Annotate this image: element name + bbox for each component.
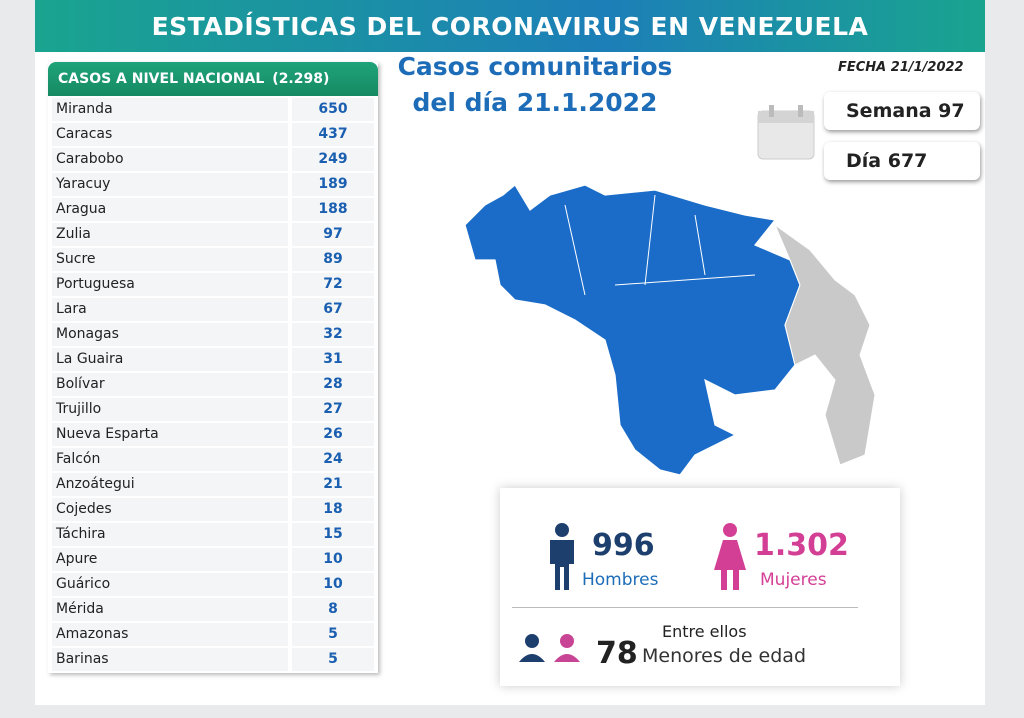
table-row: Bolívar 28 bbox=[52, 373, 374, 396]
state-name: Apure bbox=[52, 548, 288, 571]
case-count: 437 bbox=[292, 123, 374, 146]
state-name: Monagas bbox=[52, 323, 288, 346]
state-name: Nueva Esparta bbox=[52, 423, 288, 446]
women-label: Mujeres bbox=[760, 570, 827, 590]
case-count: 189 bbox=[292, 173, 374, 196]
women-count: 1.302 bbox=[754, 528, 849, 563]
subtitle: del día 21.1.2022 bbox=[412, 88, 658, 117]
state-name: Carabobo bbox=[52, 148, 288, 171]
divider bbox=[512, 607, 858, 608]
state-name: La Guaira bbox=[52, 348, 288, 371]
case-count: 67 bbox=[292, 298, 374, 321]
table-row: Miranda 650 bbox=[52, 98, 374, 121]
day-box: Día 677 bbox=[824, 142, 980, 180]
state-name: Portuguesa bbox=[52, 273, 288, 296]
table-row: Amazonas 5 bbox=[52, 623, 374, 646]
case-count: 10 bbox=[292, 573, 374, 596]
state-name: Táchira bbox=[52, 523, 288, 546]
table-row: Mérida 8 bbox=[52, 598, 374, 621]
table-row: Falcón 24 bbox=[52, 448, 374, 471]
man-icon bbox=[550, 523, 574, 590]
state-name: Cojedes bbox=[52, 498, 288, 521]
case-count: 26 bbox=[292, 423, 374, 446]
case-count: 249 bbox=[292, 148, 374, 171]
table-row: Aragua 188 bbox=[52, 198, 374, 221]
table-row: Barinas 5 bbox=[52, 648, 374, 671]
state-name: Zulia bbox=[52, 223, 288, 246]
table-row: Monagas 32 bbox=[52, 323, 374, 346]
case-count: 10 bbox=[292, 548, 374, 571]
table-row: Nueva Esparta 26 bbox=[52, 423, 374, 446]
minors-label: Menores de edad bbox=[642, 645, 807, 667]
cases-table: CASOS A NIVEL NACIONAL (2.298) Miranda 650… bbox=[48, 62, 378, 673]
case-count: 5 bbox=[292, 623, 374, 646]
case-count: 15 bbox=[292, 523, 374, 546]
case-count: 97 bbox=[292, 223, 374, 246]
men-label: Hombres bbox=[582, 570, 659, 590]
state-name: Anzoátegui bbox=[52, 473, 288, 496]
table-row: Trujillo 27 bbox=[52, 398, 374, 421]
case-count: 5 bbox=[292, 648, 374, 671]
week-box: Semana 97 bbox=[824, 92, 980, 130]
state-name: Falcón bbox=[52, 448, 288, 471]
case-count: 72 bbox=[292, 273, 374, 296]
woman-icon bbox=[714, 523, 746, 590]
state-name: Miranda bbox=[52, 98, 288, 121]
table-total: (2.298) bbox=[272, 71, 330, 87]
men-count: 996 bbox=[592, 528, 655, 563]
venezuela-map bbox=[464, 184, 876, 476]
state-name: Barinas bbox=[52, 648, 288, 671]
banner-title: ESTADÍSTICAS DEL CORONAVIRUS EN VENEZUEL… bbox=[35, 0, 985, 52]
table-row: Zulia 97 bbox=[52, 223, 374, 246]
table-row: La Guaira 31 bbox=[52, 348, 374, 371]
table-row: Cojedes 18 bbox=[52, 498, 374, 521]
date: FECHA 21/1/2022 bbox=[838, 60, 964, 75]
state-name: Amazonas bbox=[52, 623, 288, 646]
table-row: Lara 67 bbox=[52, 298, 374, 321]
state-name: Aragua bbox=[52, 198, 288, 221]
case-count: 21 bbox=[292, 473, 374, 496]
subtitle: Casos comunitarios bbox=[397, 52, 673, 81]
case-count: 650 bbox=[292, 98, 374, 121]
case-count: 188 bbox=[292, 198, 374, 221]
state-name: Lara bbox=[52, 298, 288, 321]
state-name: Sucre bbox=[52, 248, 288, 271]
case-count: 8 bbox=[292, 598, 374, 621]
table-title: CASOS A NIVEL NACIONAL bbox=[58, 71, 265, 87]
state-name: Yaracuy bbox=[52, 173, 288, 196]
table-body: Miranda 650 Caracas 437 Carabobo 249 Yaracuy 18… bbox=[48, 98, 378, 671]
state-name: Bolívar bbox=[52, 373, 288, 396]
table-row: Guárico 10 bbox=[52, 573, 374, 596]
table-row: Portuguesa 72 bbox=[52, 273, 374, 296]
table-row: Yaracuy 189 bbox=[52, 173, 374, 196]
table-row: Anzoátegui 21 bbox=[52, 473, 374, 496]
minors-icons bbox=[519, 634, 580, 662]
case-count: 18 bbox=[292, 498, 374, 521]
case-count: 24 bbox=[292, 448, 374, 471]
table-row: Sucre 89 bbox=[52, 248, 374, 271]
table-row: Táchira 15 bbox=[52, 523, 374, 546]
table-row: Apure 10 bbox=[52, 548, 374, 571]
minors-intro: Entre ellos bbox=[662, 622, 747, 641]
state-name: Trujillo bbox=[52, 398, 288, 421]
table-header: CASOS A NIVEL NACIONAL (2.298) bbox=[48, 62, 378, 96]
case-count: 31 bbox=[292, 348, 374, 371]
state-name: Caracas bbox=[52, 123, 288, 146]
case-count: 27 bbox=[292, 398, 374, 421]
minors-count: 78 bbox=[596, 636, 638, 671]
state-name: Mérida bbox=[52, 598, 288, 621]
table-row: Caracas 437 bbox=[52, 123, 374, 146]
state-name: Guárico bbox=[52, 573, 288, 596]
calendar-icon bbox=[757, 105, 815, 160]
case-count: 28 bbox=[292, 373, 374, 396]
case-count: 89 bbox=[292, 248, 374, 271]
table-row: Carabobo 249 bbox=[52, 148, 374, 171]
case-count: 32 bbox=[292, 323, 374, 346]
